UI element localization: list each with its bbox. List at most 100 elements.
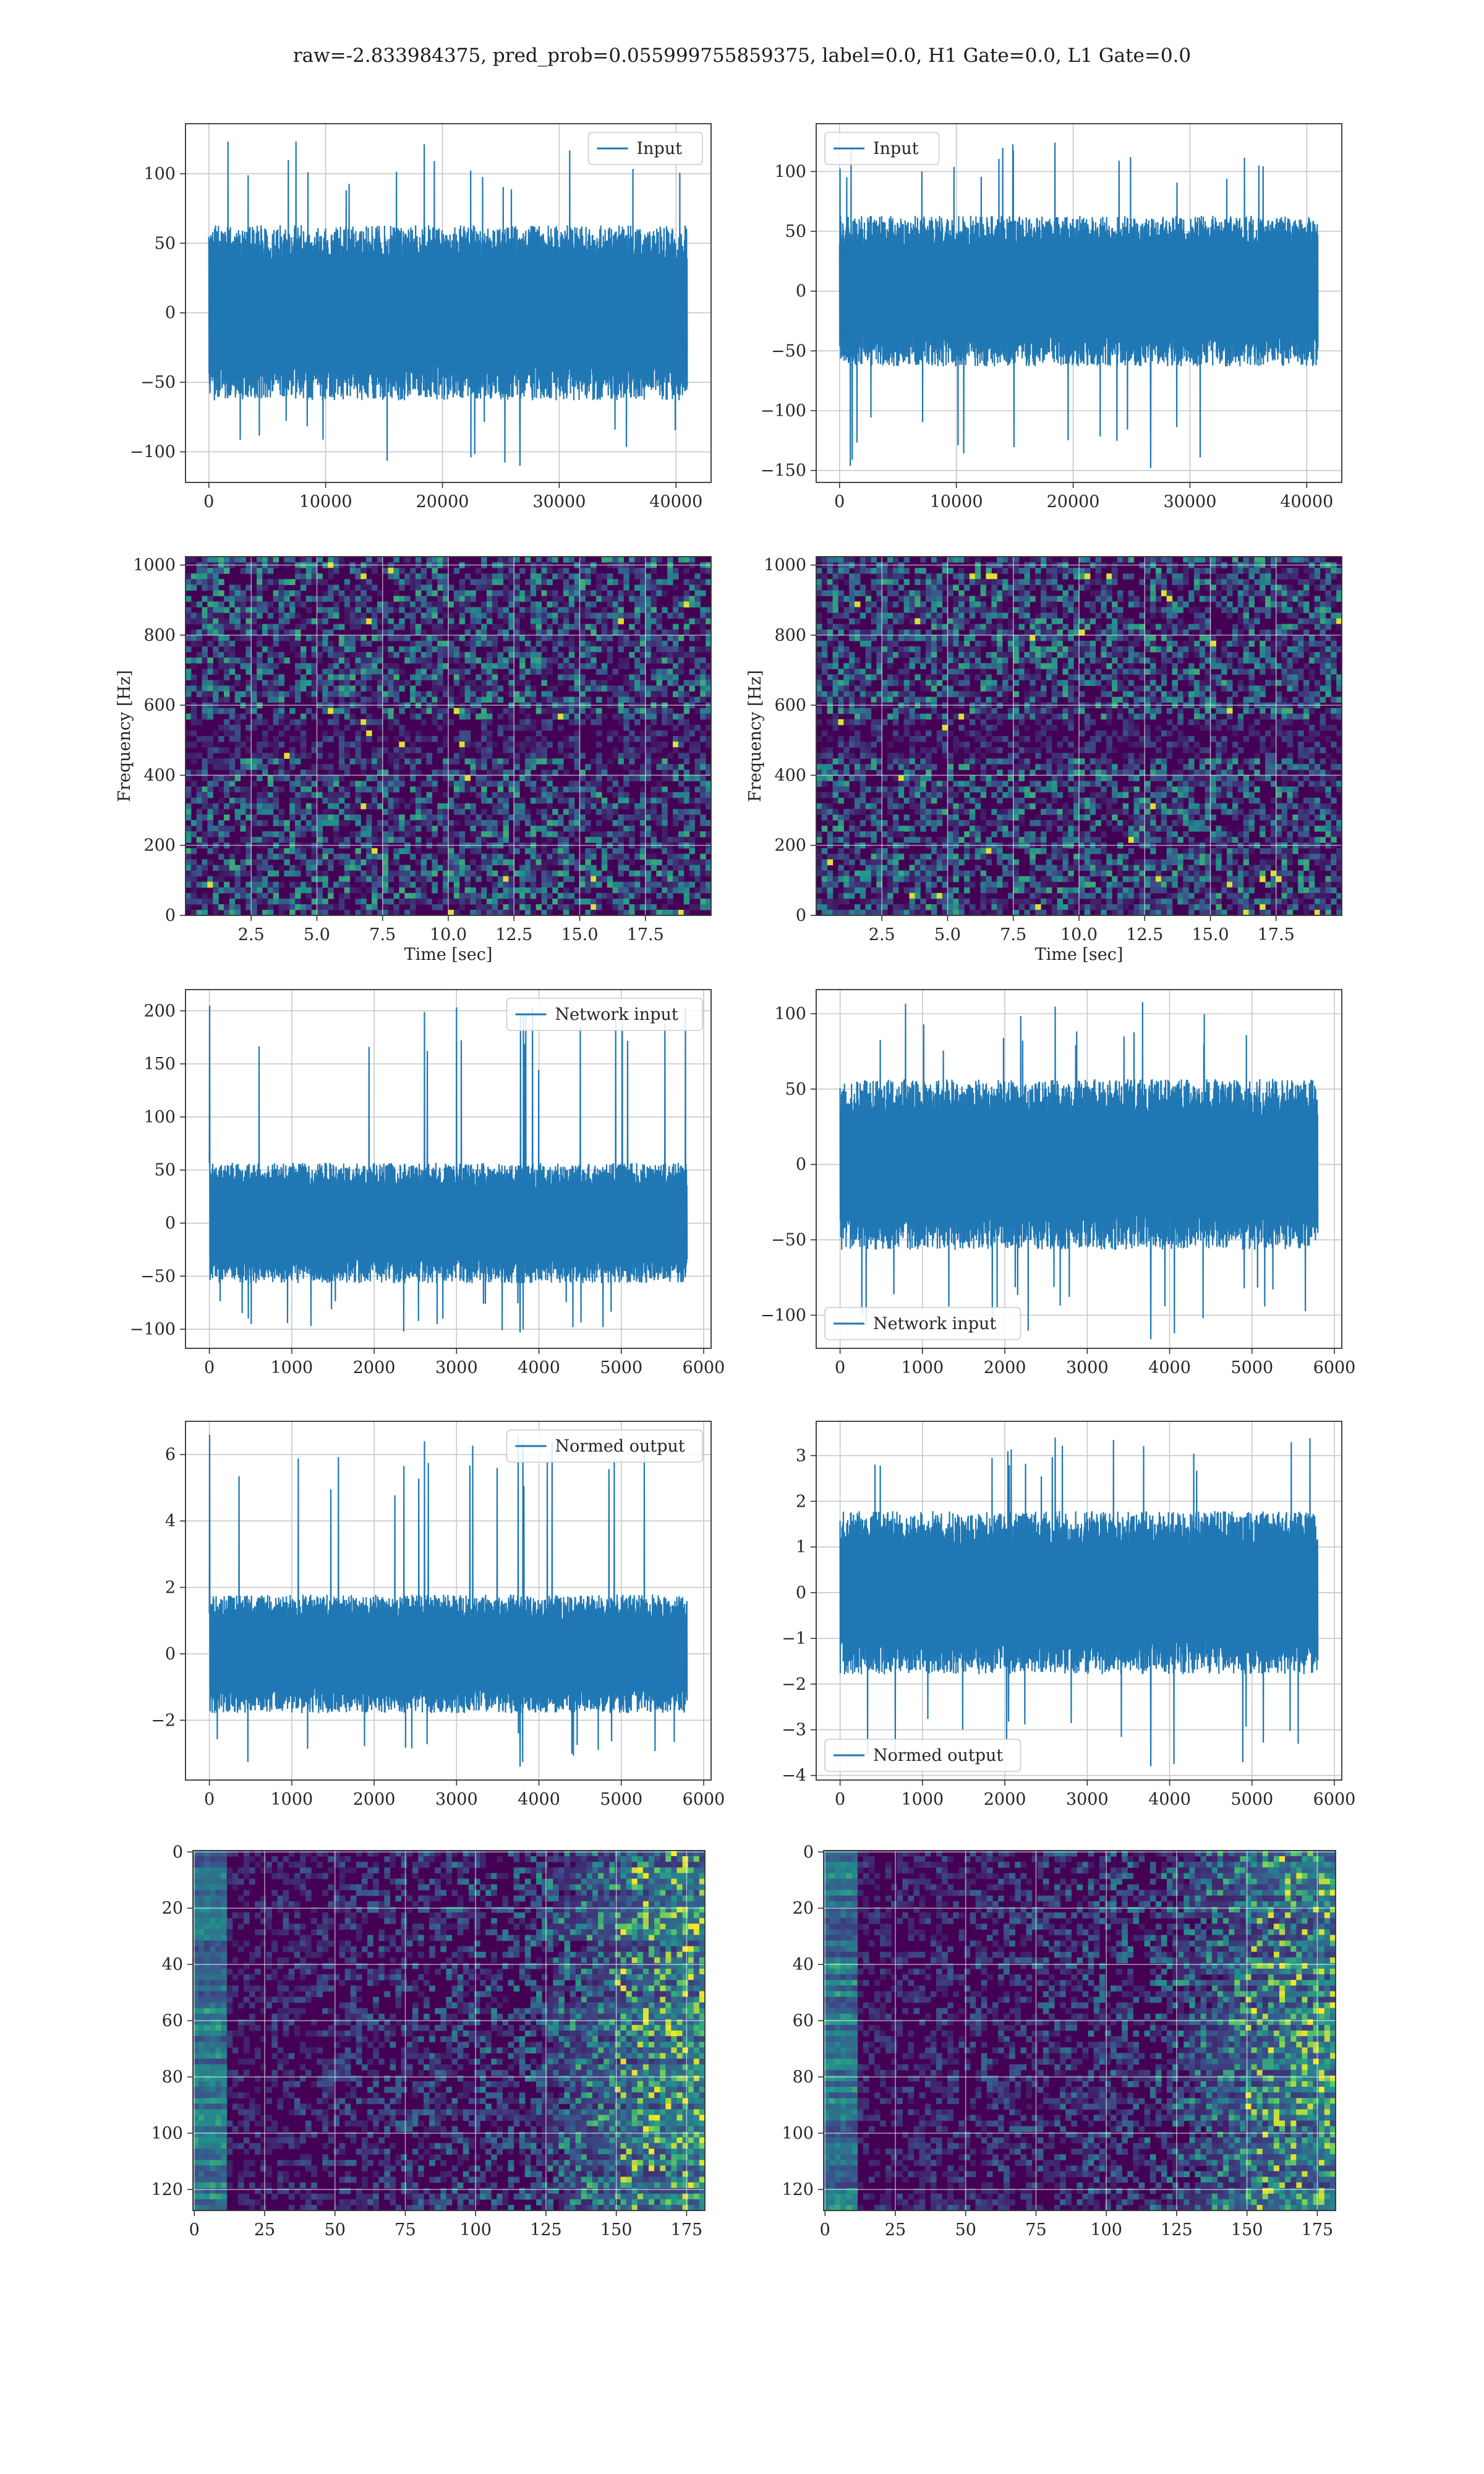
heatmap-cell [223,669,230,675]
heatmap-cell [1276,640,1282,647]
heatmap-cell [481,797,487,804]
heatmap-cell [832,607,839,614]
heatmap-cell [563,854,569,860]
heatmap-cell [997,590,1003,597]
heatmap-cell [1188,557,1195,563]
heatmap-cell [530,607,537,614]
heatmap-cell [645,557,652,563]
heatmap-cell [1128,652,1135,658]
heatmap-cell [694,657,701,664]
heatmap-cell [213,775,219,782]
heatmap-cell [459,803,466,810]
heatmap-cell [898,646,905,653]
heatmap-cell [300,786,307,793]
heatmap-cell [317,674,323,680]
heatmap-cell [585,696,591,703]
heatmap-cell [464,870,471,877]
heatmap-cell [464,775,471,782]
heatmap-cell [267,909,274,915]
heatmap-cell [535,618,542,625]
heatmap-cell [382,775,389,782]
heatmap-cell [223,747,230,753]
heatmap-cell [1205,557,1211,563]
heatmap-cell [426,590,433,597]
heatmap-cell [443,881,449,888]
heatmap-cell [1298,635,1304,641]
heatmap-cell [514,870,520,877]
heatmap-cell [328,820,334,826]
heatmap-cell [432,669,438,675]
heatmap-cell [234,870,241,877]
heatmap-cell [223,803,230,810]
heatmap-cell [459,775,466,782]
heatmap-cell [607,674,613,680]
heatmap-cell [612,781,619,787]
heatmap-cell [1024,573,1030,580]
heatmap-cell [278,674,284,680]
heatmap-cell [1276,590,1282,597]
heatmap-cell [1303,646,1310,653]
heatmap-cell [700,663,706,669]
heatmap-cell [535,747,542,753]
heatmap-cell [552,635,558,641]
heatmap-cell [240,612,246,619]
heatmap-cell [547,881,553,888]
heatmap-cell [827,640,834,647]
heatmap-cell [267,865,274,871]
heatmap-cell [344,747,351,753]
heatmap-cell [1090,652,1096,658]
heatmap-cell [524,742,531,748]
heatmap-cell [1024,601,1030,608]
heatmap-cell [492,870,498,877]
heatmap-cell [524,635,531,641]
heatmap-cell [393,781,399,787]
heatmap-cell [355,837,361,843]
heatmap-cell [650,887,657,894]
heatmap-cell [1041,635,1047,641]
heatmap-cell [410,652,416,658]
heatmap-cell [673,663,679,669]
heatmap-cell [420,820,427,826]
heatmap-cell [278,584,284,591]
heatmap-cell [475,764,482,770]
heatmap-cell [1320,584,1326,591]
heatmap-cell [547,837,553,843]
heatmap-cell [273,747,279,753]
heatmap-cell [623,814,629,821]
heatmap-cell [372,898,378,905]
heatmap-cell [612,904,619,910]
heatmap-cell [832,584,839,591]
heatmap-cell [432,590,438,597]
heatmap-cell [1166,596,1173,602]
heatmap-cell [464,607,471,614]
heatmap-cell [404,657,411,664]
heatmap-cell [1079,657,1085,664]
heatmap-cell [344,674,351,680]
heatmap-cell [437,713,443,720]
heatmap-cell [591,898,597,905]
heatmap-cell [541,876,547,883]
heatmap-cell [623,713,629,720]
heatmap-cell [524,775,531,782]
heatmap-cell [245,596,252,602]
heatmap-cell [481,640,487,647]
heatmap-cell [317,854,323,860]
heatmap-cell [1057,652,1064,658]
heatmap-cell [245,618,252,625]
heatmap-cell [278,775,284,782]
heatmap-cell [497,892,504,899]
heatmap-cell [289,635,296,641]
heatmap-cell [645,758,652,764]
heatmap-cell [689,859,696,866]
heatmap-cell [432,573,438,580]
heatmap-cell [295,724,301,731]
heatmap-cell [333,607,339,614]
heatmap-cell [931,657,937,664]
heatmap-cell [404,635,411,641]
heatmap-cell [1248,557,1255,563]
heatmap-cell [903,652,910,658]
heatmap-cell [1227,579,1233,585]
heatmap-cell [234,865,241,871]
heatmap-cell [1177,584,1183,591]
heatmap-cell [300,646,307,653]
